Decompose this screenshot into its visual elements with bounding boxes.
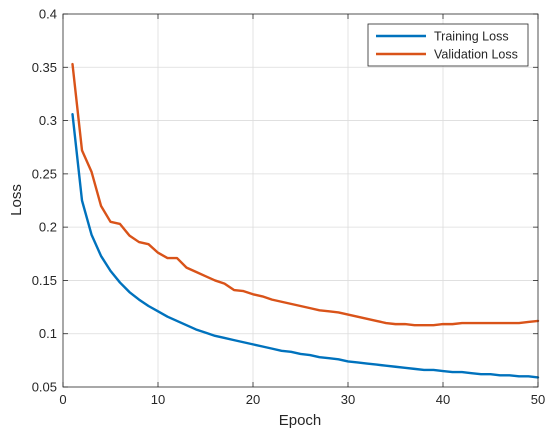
y-tick-label: 0.1 — [39, 326, 57, 341]
x-axis-label: Epoch — [279, 412, 322, 429]
series-line-1 — [71, 62, 540, 327]
y-tick-label: 0.25 — [32, 166, 57, 181]
y-tick-label: 0.15 — [32, 273, 57, 288]
legend-label-0: Training Loss — [434, 30, 509, 44]
y-tick-label: 0.4 — [39, 7, 57, 22]
series-layer — [71, 62, 540, 379]
y-tick-label: 0.2 — [39, 220, 57, 235]
tick-labels: 0 10 20 30 40 50 0.05 0.1 0.15 0.2 0.25 0.3 0.35 0.4 — [32, 7, 546, 408]
x-tick-label: 20 — [246, 392, 260, 407]
x-tick-label: 50 — [531, 392, 545, 407]
grid-lines — [63, 14, 538, 387]
legend-label-1: Validation Loss — [434, 48, 518, 62]
y-tick-label: 0.35 — [32, 60, 57, 75]
plot-background — [63, 14, 538, 387]
legend-box — [367, 23, 529, 67]
legend: Training Loss Validation Loss — [367, 23, 529, 67]
x-tick-label: 10 — [151, 392, 165, 407]
y-axis-label: Loss — [8, 184, 25, 216]
series-line-0 — [71, 112, 540, 379]
plot-frame — [62, 13, 539, 388]
x-tick-label: 40 — [436, 392, 450, 407]
x-tick-label: 0 — [59, 392, 66, 407]
x-tick-label: 30 — [341, 392, 355, 407]
y-tick-label: 0.3 — [39, 113, 57, 128]
y-tick-label: 0.05 — [32, 380, 57, 395]
tick-marks — [62, 13, 539, 388]
